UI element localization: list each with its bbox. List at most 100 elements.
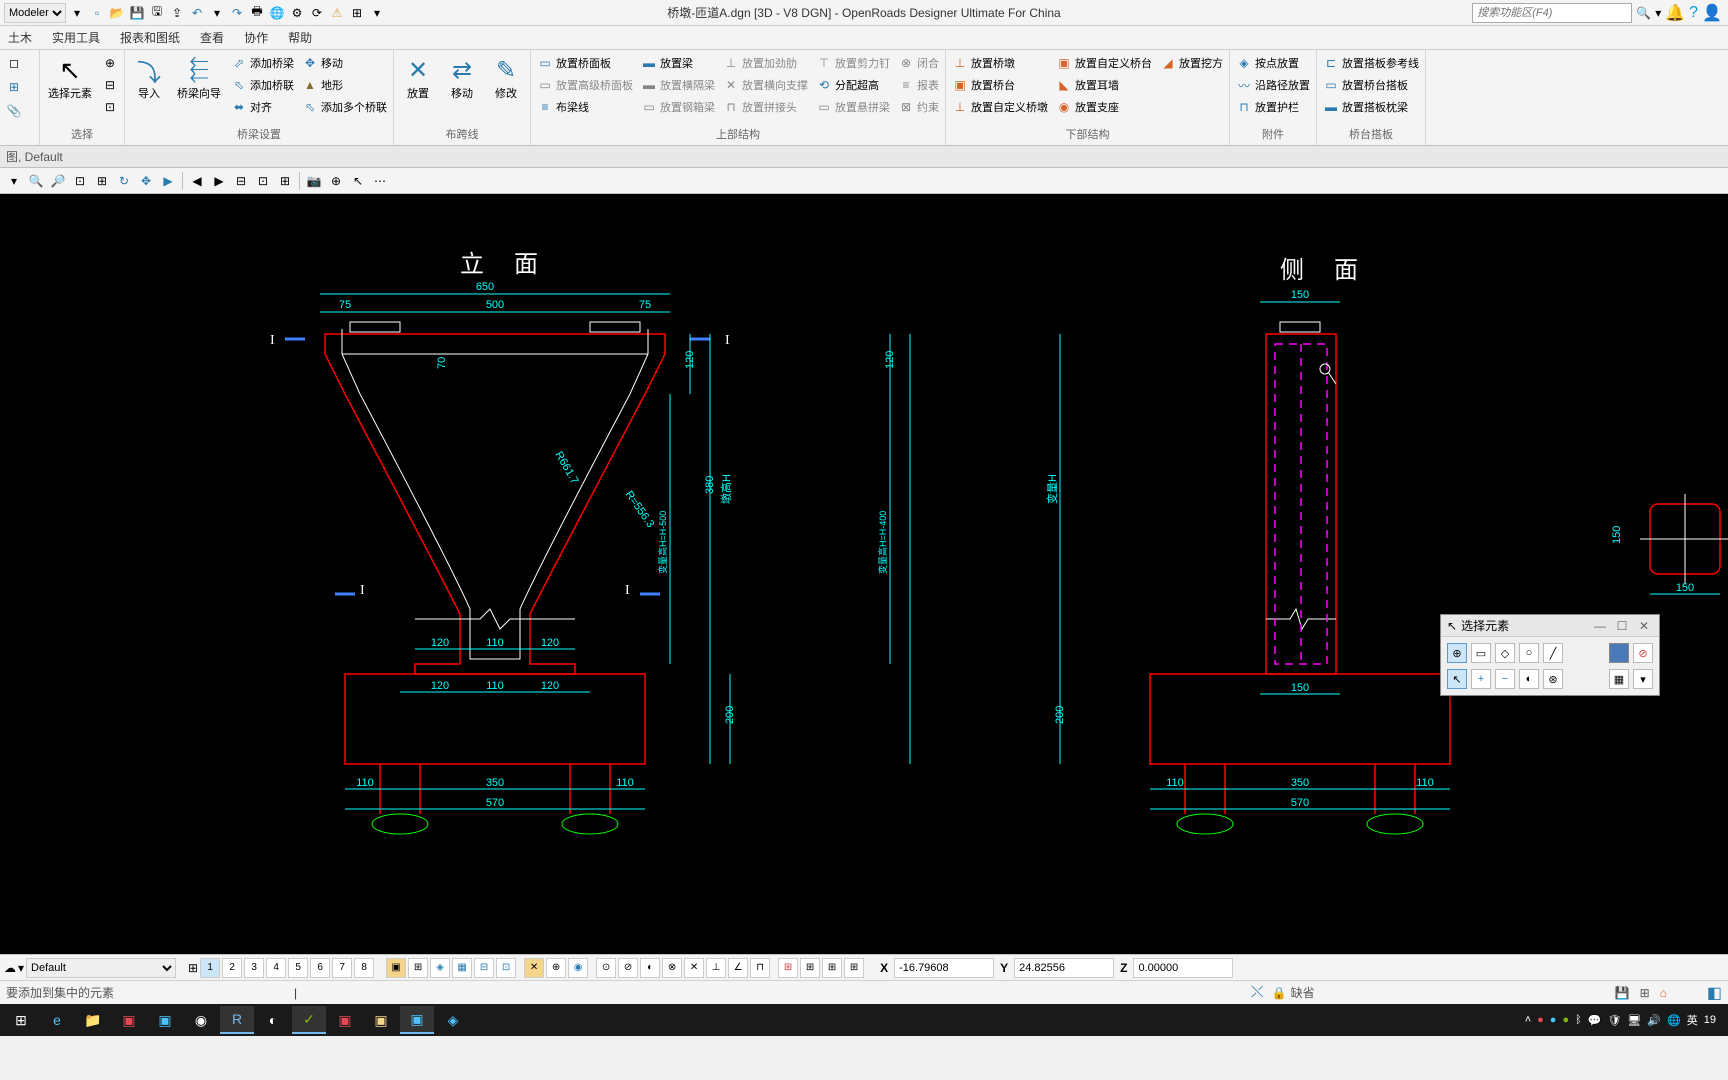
close-button[interactable]: ⊗闭合 — [896, 52, 941, 74]
export-icon[interactable]: ⇪ — [168, 4, 186, 22]
place-pier-button[interactable]: ⊥放置桥墩 — [950, 52, 1050, 74]
place-excavation-button[interactable]: ◢放置挖方 — [1158, 52, 1225, 74]
vt-copy-icon[interactable]: ⊟ — [231, 171, 251, 191]
panel-max-button[interactable]: ☐ — [1613, 619, 1631, 633]
view-btn-6[interactable]: 6 — [310, 958, 330, 978]
sel-mode-line[interactable]: ╱ — [1543, 643, 1563, 663]
globe-icon[interactable]: 🌐 — [268, 4, 286, 22]
modify-span-button[interactable]: ✎修改 — [486, 52, 526, 102]
tray-i7[interactable]: 🖥 — [1627, 1014, 1641, 1027]
view-btn-1[interactable]: 1 — [200, 958, 220, 978]
sb-m8-icon[interactable]: ⊓ — [750, 958, 770, 978]
sb2-save-icon[interactable]: 💾 — [1615, 986, 1630, 1000]
place-shearstud-button[interactable]: ⊤放置剪力钉 — [814, 52, 892, 74]
place-bypath-button[interactable]: 〰沿路径放置 — [1234, 74, 1312, 96]
rb-explorer-icon[interactable]: ⊞ — [4, 76, 24, 98]
vt-display-icon[interactable]: ▾ — [4, 171, 24, 191]
constraint-button[interactable]: ⊠约束 — [896, 96, 941, 118]
tray-up-icon[interactable]: ˄ — [1525, 1014, 1531, 1026]
menu-collab[interactable]: 协作 — [244, 29, 268, 46]
layer-dropdown[interactable]: Default — [26, 958, 176, 978]
tray-net-icon[interactable]: 🌐 — [1667, 1014, 1681, 1027]
tb-edge[interactable]: e — [40, 1006, 74, 1034]
open-icon[interactable]: 📂 — [108, 4, 126, 22]
warn-icon[interactable]: ⚠ — [328, 4, 346, 22]
sel-mode-block[interactable]: ▭ — [1471, 643, 1491, 663]
move-button[interactable]: ✥移动 — [300, 52, 389, 74]
sb-m1-icon[interactable]: ⊙ — [596, 958, 616, 978]
place-bypoint-button[interactable]: ◈按点放置 — [1234, 52, 1312, 74]
tb-chrome[interactable]: ◉ — [184, 1006, 218, 1034]
lock-icon[interactable]: 🔒 — [1272, 986, 1287, 1000]
tb-app1[interactable]: ▣ — [112, 1006, 146, 1034]
sb-cloud-icon[interactable]: ☁ — [4, 961, 16, 975]
tray-i2[interactable]: ● — [1550, 1014, 1557, 1026]
panel-min-button[interactable]: — — [1591, 619, 1609, 633]
place-custom-abutment-button[interactable]: ▣放置自定义桥台 — [1054, 52, 1154, 74]
place-barrier-button[interactable]: ⊓放置护栏 — [1234, 96, 1312, 118]
sel-small3[interactable]: ⊡ — [100, 96, 120, 118]
tb-app7[interactable]: ▣ — [400, 1006, 434, 1034]
panel-close-button[interactable]: ✕ — [1635, 619, 1653, 633]
sel-disable[interactable]: ⊘ — [1633, 643, 1653, 663]
rb-attach-icon[interactable]: 📎 — [4, 100, 24, 122]
sb-t5-icon[interactable]: ⊟ — [474, 958, 494, 978]
place-custom-pier-button[interactable]: ⊥放置自定义桥墩 — [950, 96, 1050, 118]
move-span-button[interactable]: ⇄移动 — [442, 52, 482, 102]
tb-app3[interactable]: ◐ — [256, 1006, 290, 1034]
search-drop-icon[interactable]: ▾ — [1655, 6, 1661, 20]
place-stiffener-button[interactable]: ⊥放置加劲肋 — [721, 52, 810, 74]
vt-fit-icon[interactable]: ⊞ — [92, 171, 112, 191]
new-icon[interactable]: ▫ — [88, 4, 106, 22]
sb2-ref-icon[interactable]: ⊞ — [1640, 986, 1650, 1000]
place-approach-button[interactable]: ▭放置桥台搭板 — [1321, 74, 1421, 96]
help-icon[interactable]: ? — [1689, 4, 1698, 22]
sb-t1-icon[interactable]: ▣ — [386, 958, 406, 978]
vt-sel-icon[interactable]: ↖ — [348, 171, 368, 191]
save-icon[interactable]: 💾 — [128, 4, 146, 22]
place-deck-button[interactable]: ▭放置桥面板 — [535, 52, 635, 74]
vt-walk-icon[interactable]: ▶ — [158, 171, 178, 191]
view-btn-8[interactable]: 8 — [354, 958, 374, 978]
undo-drop-icon[interactable]: ▾ — [208, 4, 226, 22]
place-segment-button[interactable]: ▭放置悬拼梁 — [814, 96, 892, 118]
more-icon[interactable]: ▾ — [368, 4, 386, 22]
vt-ref-icon[interactable]: ⊕ — [326, 171, 346, 191]
user-icon[interactable]: 👤 — [1702, 3, 1722, 23]
sel-clear[interactable]: ▦ — [1609, 669, 1629, 689]
menu-reports[interactable]: 报表和图纸 — [120, 29, 180, 46]
sb-m7-icon[interactable]: ∠ — [728, 958, 748, 978]
menu-view[interactable]: 查看 — [200, 29, 224, 46]
vt-prev-icon[interactable]: ◀ — [187, 171, 207, 191]
place-advdeck-button[interactable]: ▭放置高级桥面板 — [535, 74, 635, 96]
tray-i6[interactable]: 🛡 — [1607, 1014, 1621, 1027]
tray-i5[interactable]: 💬 — [1588, 1014, 1602, 1027]
start-button[interactable]: ⊞ — [4, 1006, 38, 1034]
tb-app5[interactable]: ▣ — [328, 1006, 362, 1034]
add-bridge-button[interactable]: ⬀添加桥梁 — [229, 52, 296, 74]
ribbon-search-input[interactable] — [1472, 3, 1632, 23]
tray-ime[interactable]: 英 — [1687, 1012, 1698, 1028]
tb-app6[interactable]: ▣ — [364, 1006, 398, 1034]
place-splice-button[interactable]: ⊓放置拼接头 — [721, 96, 810, 118]
sb-cloud-drop[interactable]: ▾ — [18, 961, 24, 975]
import-button[interactable]: ⤵导入 — [129, 52, 169, 102]
sb-m4-icon[interactable]: ⊗ — [662, 958, 682, 978]
align-button[interactable]: ⬌对齐 — [229, 96, 296, 118]
vt-pan-icon[interactable]: ✥ — [136, 171, 156, 191]
sb-t4-icon[interactable]: ▦ — [452, 958, 472, 978]
tb-explorer[interactable]: 📁 — [76, 1006, 110, 1034]
tray-vol-icon[interactable]: 🔊 — [1647, 1014, 1661, 1027]
vt-more-icon[interactable]: ⋯ — [370, 171, 390, 191]
place-approach-ref-button[interactable]: ⊏放置搭板参考线 — [1321, 52, 1421, 74]
tb-openroads[interactable]: R — [220, 1006, 254, 1034]
notification-icon[interactable]: 🔔 — [1665, 3, 1685, 23]
sb-m6-icon[interactable]: ⊥ — [706, 958, 726, 978]
sel-method-sub[interactable]: − — [1495, 669, 1515, 689]
sb-views-icon[interactable]: ⊞ — [188, 961, 198, 975]
undo-icon[interactable]: ↶ — [188, 4, 206, 22]
select-element-panel[interactable]: ↖ 选择元素 — ☐ ✕ ⊕ ▭ ◇ ○ ╱ ⊘ ↖ + − ◐ — [1440, 614, 1660, 696]
place-bearing-button[interactable]: ◉放置支座 — [1054, 96, 1154, 118]
vt-window-icon[interactable]: ⊡ — [70, 171, 90, 191]
sb-g4-icon[interactable]: ⊞ — [844, 958, 864, 978]
